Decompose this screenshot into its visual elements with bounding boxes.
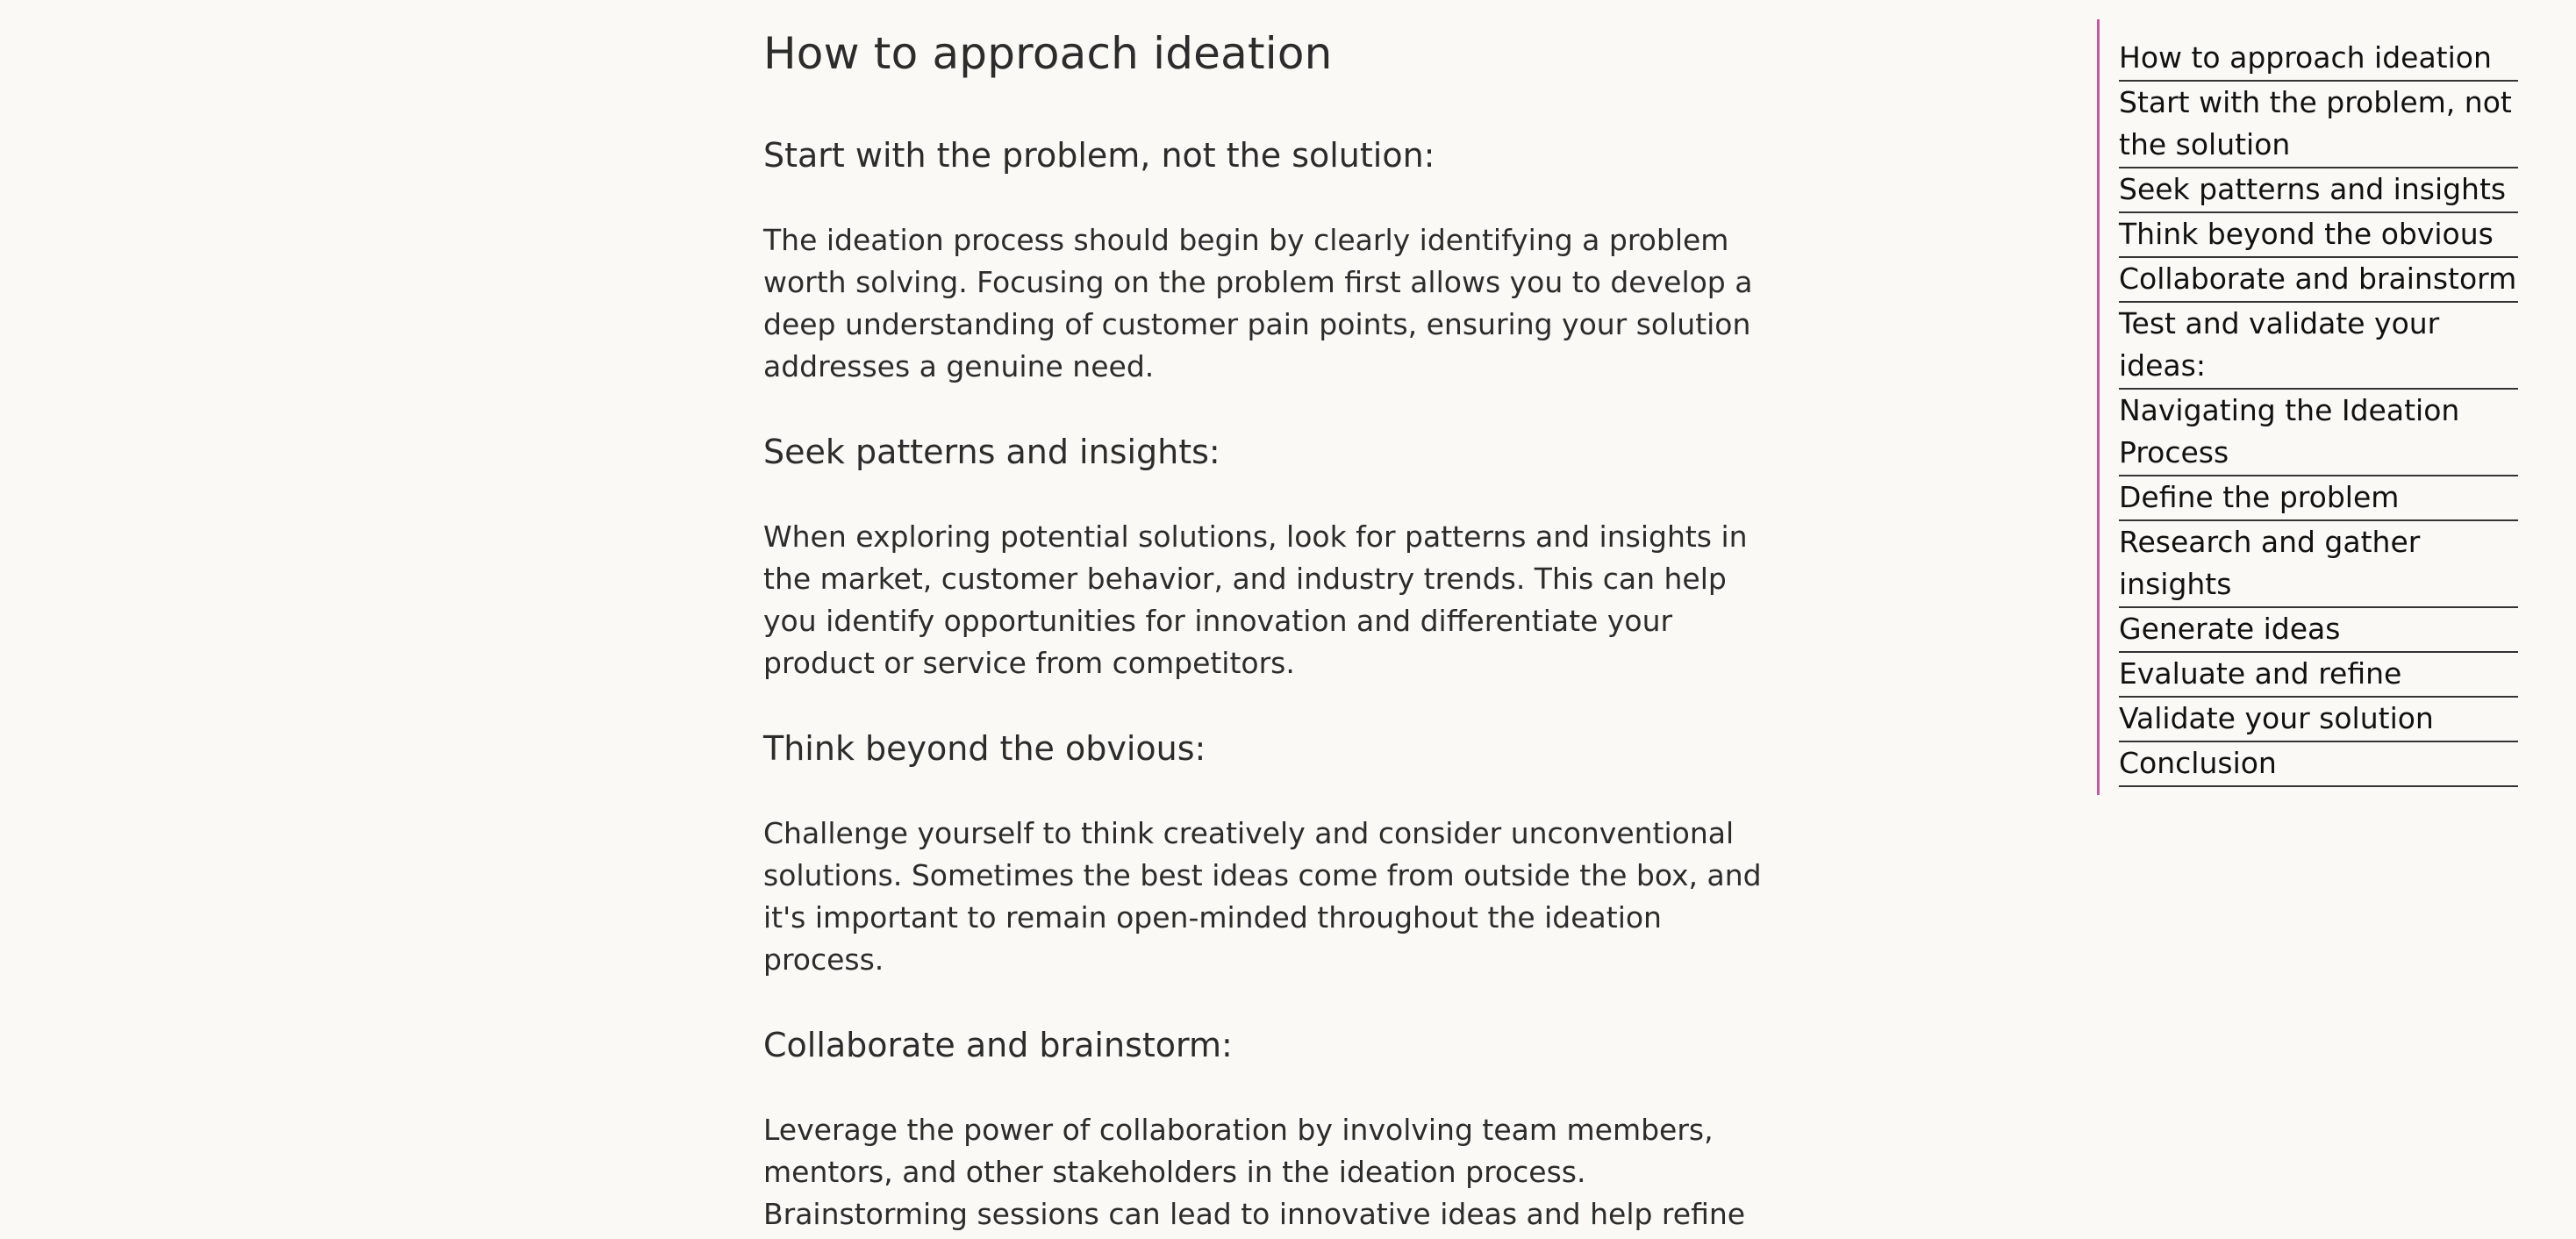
toc-link-define-problem[interactable]: Define the problem — [2119, 476, 2518, 521]
toc-link-collaborate[interactable]: Collaborate and brainstorm — [2119, 258, 2518, 303]
toc-link-evaluate-refine[interactable]: Evaluate and refine — [2119, 653, 2518, 698]
article-section: Collaborate and brainstorm: Leverage the… — [763, 1023, 1781, 1239]
article-section: Seek patterns and insights: When explori… — [763, 430, 1781, 684]
toc-link-test-and-validate[interactable]: Test and validate your ideas: — [2119, 303, 2518, 390]
section-body: Challenge yourself to think creatively a… — [763, 813, 1781, 981]
section-body: The ideation process should begin by cle… — [763, 219, 1781, 388]
section-heading: Collaborate and brainstorm: — [763, 1023, 1781, 1067]
article-section: Think beyond the obvious: Challenge your… — [763, 727, 1781, 981]
toc-link-conclusion[interactable]: Conclusion — [2119, 742, 2518, 787]
section-heading: Think beyond the obvious: — [763, 727, 1781, 770]
toc-link-generate-ideas[interactable]: Generate ideas — [2119, 608, 2518, 653]
toc-link-research-insights[interactable]: Research and gather insights — [2119, 521, 2518, 608]
toc-link-navigating-ideation[interactable]: Navigating the Ideation Process — [2119, 390, 2518, 476]
page-title: How to approach ideation — [763, 23, 1781, 84]
toc-link-start-with-the-problem[interactable]: Start with the problem, not the solution — [2119, 82, 2518, 168]
section-heading: Seek patterns and insights: — [763, 430, 1781, 474]
article: How to approach ideation Start with the … — [763, 23, 1781, 1239]
table-of-contents: How to approach ideation Start with the … — [2097, 19, 2520, 795]
article-section: Start with the problem, not the solution… — [763, 133, 1781, 388]
section-heading: Start with the problem, not the solution… — [763, 133, 1781, 177]
toc-link-seek-patterns[interactable]: Seek patterns and insights — [2119, 168, 2518, 213]
toc-link-how-to-approach-ideation[interactable]: How to approach ideation — [2119, 37, 2518, 82]
section-body: When exploring potential solutions, look… — [763, 516, 1781, 684]
toc-link-think-beyond[interactable]: Think beyond the obvious — [2119, 213, 2518, 258]
section-body: Leverage the power of collaboration by i… — [763, 1109, 1781, 1239]
toc-link-validate-solution[interactable]: Validate your solution — [2119, 698, 2518, 742]
